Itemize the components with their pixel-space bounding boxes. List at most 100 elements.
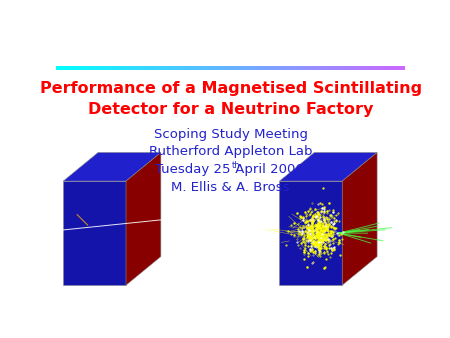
Polygon shape <box>342 152 377 285</box>
Bar <box>170 66 172 71</box>
Bar <box>108 66 110 71</box>
Bar <box>205 66 207 71</box>
Bar <box>263 66 265 71</box>
Bar <box>288 66 289 71</box>
Bar <box>103 66 104 71</box>
Bar <box>116 66 117 71</box>
Bar <box>198 66 200 71</box>
Bar <box>274 66 275 71</box>
Bar <box>222 66 224 71</box>
Bar <box>158 66 160 71</box>
Bar <box>166 66 167 71</box>
Bar <box>125 66 126 71</box>
Bar <box>126 66 127 71</box>
Bar <box>277 66 279 71</box>
Bar <box>81 66 82 71</box>
Bar <box>216 66 217 71</box>
Bar <box>266 66 267 71</box>
Bar <box>327 66 328 71</box>
Bar <box>74 66 75 71</box>
Bar <box>63 66 65 71</box>
Bar <box>285 66 287 71</box>
Bar <box>369 66 370 71</box>
Bar <box>257 66 259 71</box>
Bar <box>349 66 351 71</box>
Bar <box>108 66 109 71</box>
Bar <box>331 66 332 71</box>
Bar <box>212 66 214 71</box>
Bar <box>253 66 254 71</box>
Bar <box>150 66 152 71</box>
Bar <box>363 66 365 71</box>
Bar <box>62 66 63 71</box>
Bar <box>307 66 309 71</box>
Bar <box>182 66 183 71</box>
Bar <box>174 66 175 71</box>
Bar <box>142 66 144 71</box>
Bar <box>89 66 90 71</box>
Bar <box>144 66 146 71</box>
Bar <box>323 66 324 71</box>
Bar <box>346 66 347 71</box>
Bar <box>124 66 125 71</box>
Bar <box>353 66 354 71</box>
Bar <box>97 66 99 71</box>
Bar <box>324 66 325 71</box>
Bar <box>319 66 320 71</box>
Bar <box>293 66 295 71</box>
Bar <box>270 66 272 71</box>
Bar <box>329 66 331 71</box>
Bar <box>379 66 381 71</box>
Bar <box>242 66 244 71</box>
Bar <box>92 66 94 71</box>
Bar <box>396 66 397 71</box>
Bar <box>112 66 113 71</box>
Bar <box>283 66 284 71</box>
Bar <box>302 66 303 71</box>
Bar <box>86 66 87 71</box>
Bar <box>192 66 194 71</box>
Bar <box>230 66 232 71</box>
Polygon shape <box>279 181 342 285</box>
Bar <box>160 66 161 71</box>
Bar <box>196 66 197 71</box>
Bar <box>264 66 266 71</box>
Bar <box>273 66 274 71</box>
Bar <box>295 66 296 71</box>
Bar <box>371 66 373 71</box>
Bar <box>194 66 195 71</box>
Bar <box>340 66 342 71</box>
Bar <box>377 66 378 71</box>
Bar <box>155 66 157 71</box>
Bar <box>135 66 137 71</box>
Bar <box>391 66 392 71</box>
Bar <box>68 66 69 71</box>
Bar <box>314 66 316 71</box>
Bar <box>326 66 328 71</box>
Bar <box>357 66 359 71</box>
Bar <box>392 66 394 71</box>
Bar <box>99 66 101 71</box>
Bar <box>245 66 246 71</box>
Bar <box>106 66 108 71</box>
Bar <box>258 66 260 71</box>
Bar <box>278 66 280 71</box>
Bar <box>218 66 219 71</box>
Bar <box>94 66 96 71</box>
Bar <box>90 66 91 71</box>
Bar <box>310 66 311 71</box>
Bar <box>130 66 132 71</box>
Bar <box>393 66 395 71</box>
Bar <box>298 66 300 71</box>
Bar <box>185 66 187 71</box>
Bar <box>66 66 67 71</box>
Bar <box>246 66 247 71</box>
Bar <box>122 66 123 71</box>
Bar <box>88 66 89 71</box>
Bar <box>347 66 348 71</box>
Polygon shape <box>63 152 161 181</box>
Bar <box>210 66 211 71</box>
Bar <box>370 66 372 71</box>
Bar <box>232 66 233 71</box>
Bar <box>100 66 102 71</box>
